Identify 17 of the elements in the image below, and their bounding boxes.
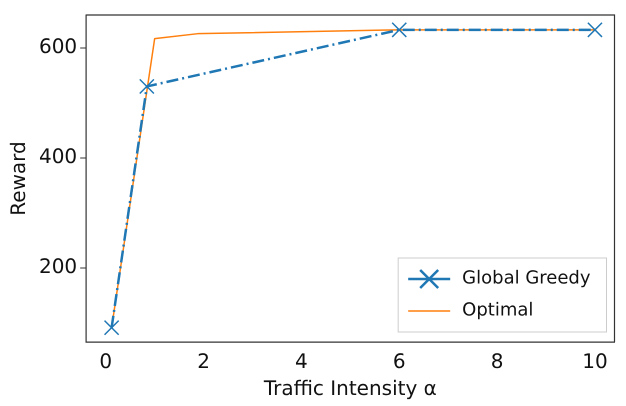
x-tick-label: 0 bbox=[99, 349, 112, 374]
point bbox=[587, 22, 603, 38]
x-tick-label: 8 bbox=[490, 349, 504, 374]
y-tick-label: 400 bbox=[38, 144, 78, 168]
legend-label: Optimal bbox=[462, 300, 534, 321]
legend-label: Global Greedy bbox=[462, 268, 591, 289]
x-axis-title: Traffic Intensity α bbox=[262, 376, 437, 400]
x-tick-label: 4 bbox=[295, 349, 308, 374]
x-tick-label: 6 bbox=[392, 349, 406, 374]
y-axis-title: Reward bbox=[6, 141, 30, 216]
point bbox=[391, 22, 408, 38]
point bbox=[139, 78, 155, 94]
y-tick-label: 600 bbox=[38, 34, 78, 58]
point bbox=[104, 320, 120, 336]
y-tick-label: 200 bbox=[38, 254, 78, 278]
x-tick-label: 2 bbox=[197, 349, 210, 374]
x-tick-label: 10 bbox=[582, 349, 608, 374]
